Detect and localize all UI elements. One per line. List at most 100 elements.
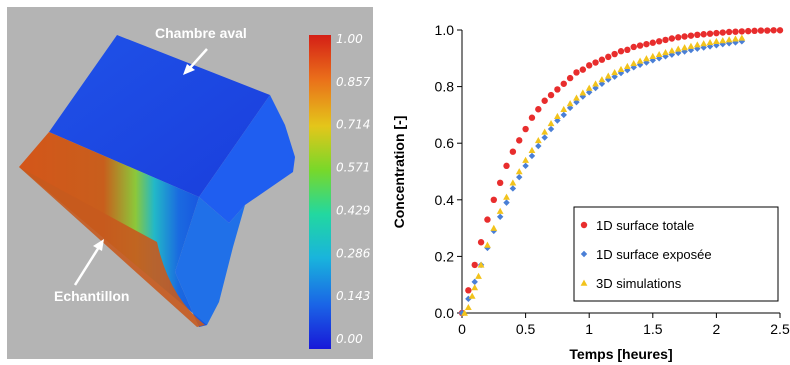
- data-point: [592, 84, 599, 92]
- colorbar-tick-label: 0.143: [336, 289, 370, 303]
- colorbar-tick-label: 0.429: [336, 203, 370, 217]
- data-point: [687, 42, 695, 49]
- y-tick-label: 1.0: [435, 22, 455, 38]
- data-point: [560, 105, 568, 112]
- data-point: [535, 142, 542, 150]
- data-point: [534, 136, 542, 144]
- data-point: [611, 69, 619, 76]
- data-point: [468, 292, 476, 299]
- data-point: [617, 65, 625, 73]
- data-point: [732, 39, 739, 46]
- data-point: [617, 69, 625, 77]
- data-point: [516, 173, 523, 181]
- data-point: [623, 62, 631, 69]
- y-axis-title: Concentration [-]: [391, 116, 407, 229]
- data-point: [745, 27, 752, 35]
- data-point: [573, 94, 580, 101]
- chamber-top-face: [49, 35, 270, 197]
- data-point: [674, 45, 682, 52]
- data-point: [496, 207, 504, 214]
- data-point: [522, 156, 529, 163]
- data-point: [719, 29, 726, 36]
- data-point: [579, 66, 587, 73]
- data-point: [528, 152, 536, 160]
- x-tick-label: 0.5: [516, 321, 536, 337]
- data-point: [528, 146, 536, 153]
- data-point: [503, 162, 510, 170]
- data-point: [681, 33, 688, 40]
- data-point: [541, 97, 548, 104]
- data-point: [630, 59, 638, 67]
- data-point: [477, 261, 485, 268]
- data-point: [624, 46, 631, 54]
- data-point: [547, 91, 555, 99]
- data-point: [477, 239, 485, 246]
- data-point: [770, 27, 777, 34]
- x-tick-label: 2: [713, 321, 721, 337]
- data-point: [643, 40, 650, 48]
- series-3: [461, 34, 746, 316]
- data-point: [719, 37, 727, 44]
- data-point: [617, 48, 625, 55]
- legend-label: 1D surface exposée: [596, 247, 712, 262]
- data-point: [694, 31, 701, 39]
- data-point: [751, 27, 758, 35]
- data-point: [547, 125, 555, 133]
- data-point: [475, 272, 482, 279]
- colorbar-tick-label: 0.00: [336, 332, 363, 346]
- colorbar-tick-label: 0.286: [336, 246, 371, 260]
- data-point: [725, 36, 733, 43]
- simulation-render: 1.00 0.857 0.714 0.571 0.429 0.286 0.143 0.00 C…: [19, 25, 371, 349]
- data-point: [496, 179, 504, 187]
- data-point: [509, 148, 517, 155]
- data-point: [490, 196, 497, 203]
- x-tick-label: 2.5: [770, 321, 790, 337]
- data-point: [706, 30, 714, 37]
- data-point: [757, 27, 765, 34]
- y-tick-label: 0.8: [435, 79, 455, 95]
- data-point: [605, 53, 612, 61]
- legend-marker: [580, 221, 588, 229]
- data-point: [484, 244, 491, 252]
- colorbar-tick-label: 0.714: [336, 118, 370, 132]
- data-point: [566, 100, 574, 107]
- data-point: [471, 284, 479, 291]
- colorbar-tick-label: 1.00: [336, 32, 363, 46]
- data-point: [573, 69, 580, 76]
- data-point: [732, 35, 739, 42]
- data-point: [738, 34, 746, 41]
- data-point: [636, 57, 644, 64]
- colorbar-tick-label: 0.571: [336, 161, 370, 175]
- legend-label: 1D surface totale: [596, 218, 694, 233]
- data-point: [522, 125, 529, 133]
- legend: 1D surface totale 1D surface exposée 3D si…: [573, 206, 779, 302]
- data-point: [598, 56, 606, 63]
- data-point: [585, 84, 593, 91]
- data-point: [586, 62, 593, 69]
- data-point: [592, 80, 599, 87]
- data-point: [764, 27, 771, 34]
- data-point: [484, 216, 491, 223]
- data-point: [630, 43, 637, 51]
- data-point: [484, 241, 491, 248]
- data-point: [687, 32, 695, 39]
- data-point: [579, 89, 587, 96]
- data-point: [560, 80, 567, 87]
- data-point: [662, 48, 669, 56]
- data-point: [490, 224, 498, 231]
- data-point: [655, 38, 663, 45]
- data-point: [675, 34, 682, 41]
- data-point: [649, 39, 656, 46]
- annotation-chambre-aval: Chambre aval: [155, 25, 247, 41]
- data-point: [713, 37, 720, 45]
- chamber-side-face: [199, 95, 295, 223]
- data-point: [738, 28, 746, 35]
- data-point: [713, 42, 720, 49]
- x-tick-label: 1.5: [643, 321, 663, 337]
- data-point: [776, 27, 784, 34]
- simulation-render-panel: 1.00 0.857 0.714 0.571 0.429 0.286 0.143 0.00 C…: [7, 7, 373, 359]
- data-point: [522, 162, 529, 170]
- colorbar-tick-labels: 1.00 0.857 0.714 0.571 0.429 0.286 0.143 0.00: [336, 32, 371, 346]
- data-point: [681, 48, 688, 55]
- data-point: [655, 50, 663, 58]
